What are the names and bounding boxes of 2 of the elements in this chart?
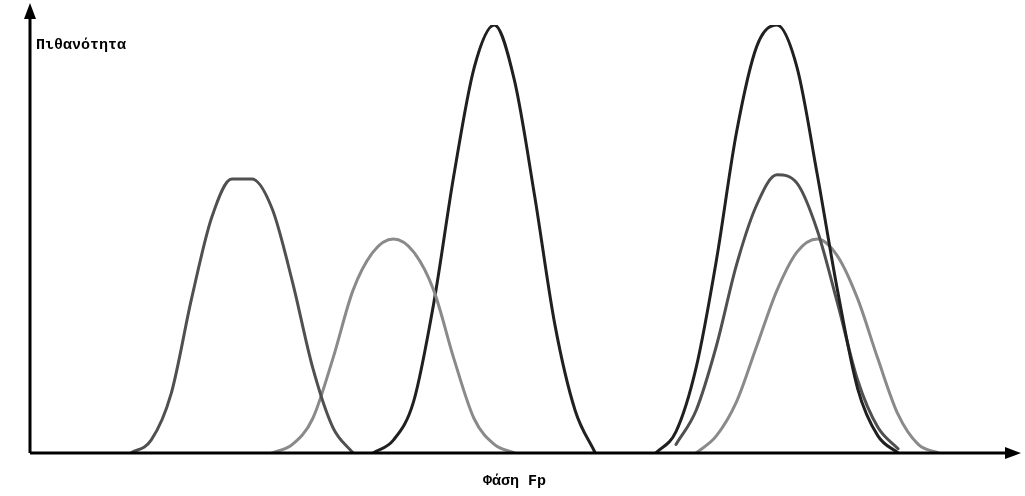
y-axis-title: Πιθανότητα: [36, 36, 127, 54]
x-axis-title: Φάση Fp: [482, 472, 547, 490]
